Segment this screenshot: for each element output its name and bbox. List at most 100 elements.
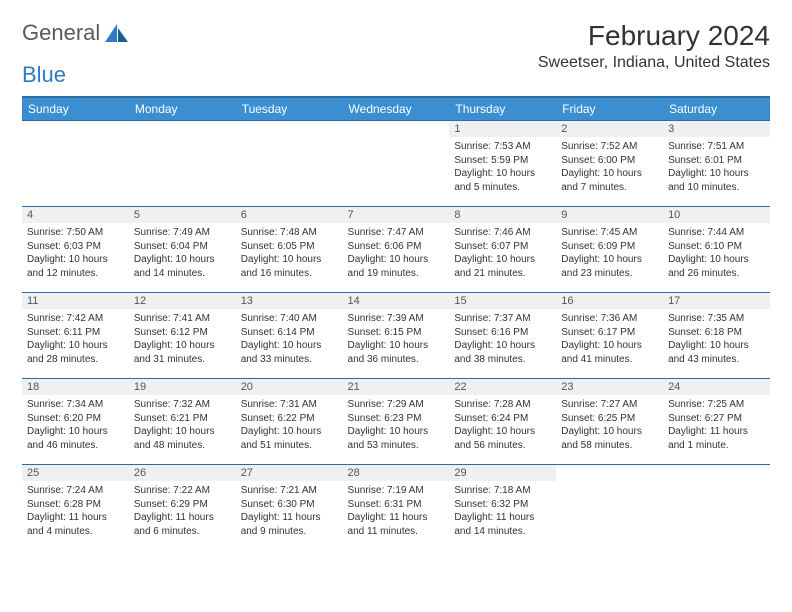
logo-text-1: General	[22, 20, 100, 46]
dayname: Saturday	[663, 97, 770, 121]
day-info: Sunrise: 7:39 AMSunset: 6:15 PMDaylight:…	[343, 309, 450, 371]
day-info: Sunrise: 7:19 AMSunset: 6:31 PMDaylight:…	[343, 481, 450, 543]
day-info: Sunrise: 7:27 AMSunset: 6:25 PMDaylight:…	[556, 395, 663, 457]
day-info: Sunrise: 7:32 AMSunset: 6:21 PMDaylight:…	[129, 395, 236, 457]
dayname-row: Sunday Monday Tuesday Wednesday Thursday…	[22, 97, 770, 121]
day-cell: 29Sunrise: 7:18 AMSunset: 6:32 PMDayligh…	[449, 465, 556, 551]
day-info: Sunrise: 7:44 AMSunset: 6:10 PMDaylight:…	[663, 223, 770, 285]
day-number: 6	[236, 207, 343, 223]
day-cell: 24Sunrise: 7:25 AMSunset: 6:27 PMDayligh…	[663, 379, 770, 465]
day-cell: 13Sunrise: 7:40 AMSunset: 6:14 PMDayligh…	[236, 293, 343, 379]
day-info: Sunrise: 7:18 AMSunset: 6:32 PMDaylight:…	[449, 481, 556, 543]
day-cell: 5Sunrise: 7:49 AMSunset: 6:04 PMDaylight…	[129, 207, 236, 293]
dayname: Monday	[129, 97, 236, 121]
empty-cell	[129, 121, 236, 207]
dayname: Wednesday	[343, 97, 450, 121]
day-number: 13	[236, 293, 343, 309]
day-cell: 25Sunrise: 7:24 AMSunset: 6:28 PMDayligh…	[22, 465, 129, 551]
day-number: 9	[556, 207, 663, 223]
logo-sail-icon	[104, 22, 130, 44]
day-number: 22	[449, 379, 556, 395]
day-number: 10	[663, 207, 770, 223]
day-number: 19	[129, 379, 236, 395]
day-cell: 23Sunrise: 7:27 AMSunset: 6:25 PMDayligh…	[556, 379, 663, 465]
day-cell: 2Sunrise: 7:52 AMSunset: 6:00 PMDaylight…	[556, 121, 663, 207]
day-info: Sunrise: 7:25 AMSunset: 6:27 PMDaylight:…	[663, 395, 770, 457]
day-number: 21	[343, 379, 450, 395]
day-cell: 4Sunrise: 7:50 AMSunset: 6:03 PMDaylight…	[22, 207, 129, 293]
day-number: 12	[129, 293, 236, 309]
day-cell: 3Sunrise: 7:51 AMSunset: 6:01 PMDaylight…	[663, 121, 770, 207]
day-number: 2	[556, 121, 663, 137]
day-info: Sunrise: 7:22 AMSunset: 6:29 PMDaylight:…	[129, 481, 236, 543]
day-number: 15	[449, 293, 556, 309]
day-number: 28	[343, 465, 450, 481]
day-cell: 21Sunrise: 7:29 AMSunset: 6:23 PMDayligh…	[343, 379, 450, 465]
day-number: 17	[663, 293, 770, 309]
day-info: Sunrise: 7:28 AMSunset: 6:24 PMDaylight:…	[449, 395, 556, 457]
day-number: 14	[343, 293, 450, 309]
day-info: Sunrise: 7:53 AMSunset: 5:59 PMDaylight:…	[449, 137, 556, 199]
day-number: 3	[663, 121, 770, 137]
day-number: 27	[236, 465, 343, 481]
empty-cell	[556, 465, 663, 551]
day-cell: 14Sunrise: 7:39 AMSunset: 6:15 PMDayligh…	[343, 293, 450, 379]
day-info: Sunrise: 7:52 AMSunset: 6:00 PMDaylight:…	[556, 137, 663, 199]
day-number: 11	[22, 293, 129, 309]
empty-cell	[343, 121, 450, 207]
day-cell: 11Sunrise: 7:42 AMSunset: 6:11 PMDayligh…	[22, 293, 129, 379]
day-cell: 9Sunrise: 7:45 AMSunset: 6:09 PMDaylight…	[556, 207, 663, 293]
week-row: 11Sunrise: 7:42 AMSunset: 6:11 PMDayligh…	[22, 293, 770, 379]
day-info: Sunrise: 7:51 AMSunset: 6:01 PMDaylight:…	[663, 137, 770, 199]
day-cell: 6Sunrise: 7:48 AMSunset: 6:05 PMDaylight…	[236, 207, 343, 293]
day-info: Sunrise: 7:29 AMSunset: 6:23 PMDaylight:…	[343, 395, 450, 457]
day-cell: 27Sunrise: 7:21 AMSunset: 6:30 PMDayligh…	[236, 465, 343, 551]
dayname: Tuesday	[236, 97, 343, 121]
month-title: February 2024	[538, 20, 770, 52]
day-number: 4	[22, 207, 129, 223]
dayname: Sunday	[22, 97, 129, 121]
week-row: 1Sunrise: 7:53 AMSunset: 5:59 PMDaylight…	[22, 121, 770, 207]
day-number: 5	[129, 207, 236, 223]
day-number: 23	[556, 379, 663, 395]
day-cell: 1Sunrise: 7:53 AMSunset: 5:59 PMDaylight…	[449, 121, 556, 207]
dayname: Thursday	[449, 97, 556, 121]
day-info: Sunrise: 7:37 AMSunset: 6:16 PMDaylight:…	[449, 309, 556, 371]
day-number: 20	[236, 379, 343, 395]
day-cell: 28Sunrise: 7:19 AMSunset: 6:31 PMDayligh…	[343, 465, 450, 551]
day-number: 7	[343, 207, 450, 223]
day-cell: 22Sunrise: 7:28 AMSunset: 6:24 PMDayligh…	[449, 379, 556, 465]
day-cell: 19Sunrise: 7:32 AMSunset: 6:21 PMDayligh…	[129, 379, 236, 465]
day-cell: 12Sunrise: 7:41 AMSunset: 6:12 PMDayligh…	[129, 293, 236, 379]
empty-cell	[236, 121, 343, 207]
day-number: 26	[129, 465, 236, 481]
week-row: 4Sunrise: 7:50 AMSunset: 6:03 PMDaylight…	[22, 207, 770, 293]
day-info: Sunrise: 7:40 AMSunset: 6:14 PMDaylight:…	[236, 309, 343, 371]
day-info: Sunrise: 7:35 AMSunset: 6:18 PMDaylight:…	[663, 309, 770, 371]
day-info: Sunrise: 7:49 AMSunset: 6:04 PMDaylight:…	[129, 223, 236, 285]
day-number: 16	[556, 293, 663, 309]
day-number: 25	[22, 465, 129, 481]
day-info: Sunrise: 7:36 AMSunset: 6:17 PMDaylight:…	[556, 309, 663, 371]
day-cell: 17Sunrise: 7:35 AMSunset: 6:18 PMDayligh…	[663, 293, 770, 379]
logo-text-2: Blue	[22, 62, 66, 87]
day-number: 18	[22, 379, 129, 395]
dayname: Friday	[556, 97, 663, 121]
day-number: 24	[663, 379, 770, 395]
week-row: 25Sunrise: 7:24 AMSunset: 6:28 PMDayligh…	[22, 465, 770, 551]
day-number: 29	[449, 465, 556, 481]
week-row: 18Sunrise: 7:34 AMSunset: 6:20 PMDayligh…	[22, 379, 770, 465]
day-info: Sunrise: 7:48 AMSunset: 6:05 PMDaylight:…	[236, 223, 343, 285]
day-cell: 18Sunrise: 7:34 AMSunset: 6:20 PMDayligh…	[22, 379, 129, 465]
day-cell: 26Sunrise: 7:22 AMSunset: 6:29 PMDayligh…	[129, 465, 236, 551]
day-info: Sunrise: 7:46 AMSunset: 6:07 PMDaylight:…	[449, 223, 556, 285]
day-info: Sunrise: 7:50 AMSunset: 6:03 PMDaylight:…	[22, 223, 129, 285]
day-cell: 15Sunrise: 7:37 AMSunset: 6:16 PMDayligh…	[449, 293, 556, 379]
day-info: Sunrise: 7:41 AMSunset: 6:12 PMDaylight:…	[129, 309, 236, 371]
day-info: Sunrise: 7:47 AMSunset: 6:06 PMDaylight:…	[343, 223, 450, 285]
day-info: Sunrise: 7:42 AMSunset: 6:11 PMDaylight:…	[22, 309, 129, 371]
day-info: Sunrise: 7:31 AMSunset: 6:22 PMDaylight:…	[236, 395, 343, 457]
logo: General	[22, 20, 130, 46]
day-number: 1	[449, 121, 556, 137]
day-cell: 16Sunrise: 7:36 AMSunset: 6:17 PMDayligh…	[556, 293, 663, 379]
